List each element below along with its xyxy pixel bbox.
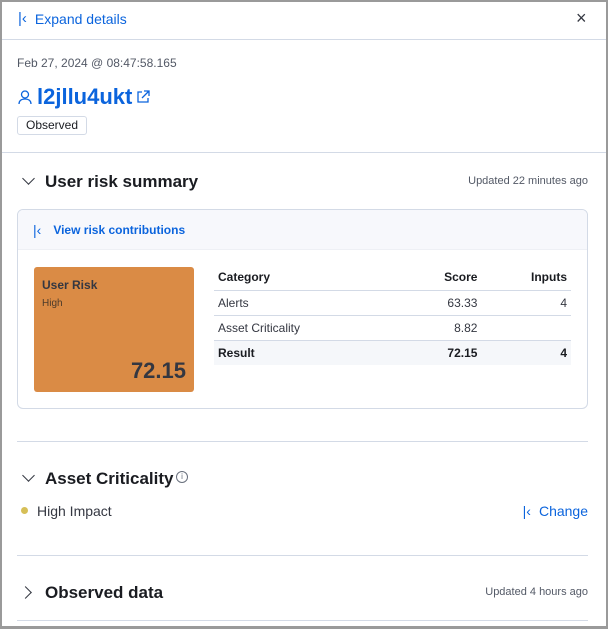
table-row-result: Result 72.15 4 <box>214 340 571 365</box>
entity-title[interactable]: l2jllu4ukt <box>17 84 151 110</box>
close-icon[interactable]: × <box>576 8 587 28</box>
observed-updated: Updated 4 hours ago <box>485 586 588 598</box>
observed-data-title[interactable]: Observed data <box>45 583 164 602</box>
risk-level: High <box>42 298 63 309</box>
info-icon[interactable]: i <box>176 471 188 483</box>
expand-icon: |‹ <box>18 10 27 27</box>
change-button[interactable]: |‹ Change <box>522 503 588 519</box>
asset-criticality-title[interactable]: Asset Criticality <box>45 469 174 488</box>
risk-score: 72.15 <box>130 358 186 383</box>
risk-summary-title[interactable]: User risk summary <box>45 172 199 191</box>
asset-criticality-value: High Impact <box>37 503 112 519</box>
expand-icon: |‹ <box>522 503 531 519</box>
observed-badge: Observed <box>17 116 88 135</box>
table-row: Asset Criticality 8.82 <box>214 315 571 341</box>
timestamp: Feb 27, 2024 @ 08:47:58.165 <box>17 56 177 70</box>
entity-name: l2jllu4ukt <box>37 84 133 109</box>
risk-panel: |‹ View risk contributions User Risk Hig… <box>17 209 588 409</box>
risk-table: Category Score Inputs Alerts 63.33 4 Asset C… <box>214 265 571 365</box>
status-dot <box>21 507 28 514</box>
user-risk-card: User Risk High 72.15 <box>34 267 194 392</box>
table-row: Alerts 63.33 4 <box>214 290 571 316</box>
expand-icon: |‹ <box>33 221 42 238</box>
external-link-icon[interactable] <box>136 90 151 104</box>
risk-updated: Updated 22 minutes ago <box>468 175 588 187</box>
view-risk-contributions-button[interactable]: |‹ View risk contributions <box>18 210 587 250</box>
expand-details-button[interactable]: |‹ Expand details <box>18 10 127 27</box>
user-icon <box>18 90 32 105</box>
